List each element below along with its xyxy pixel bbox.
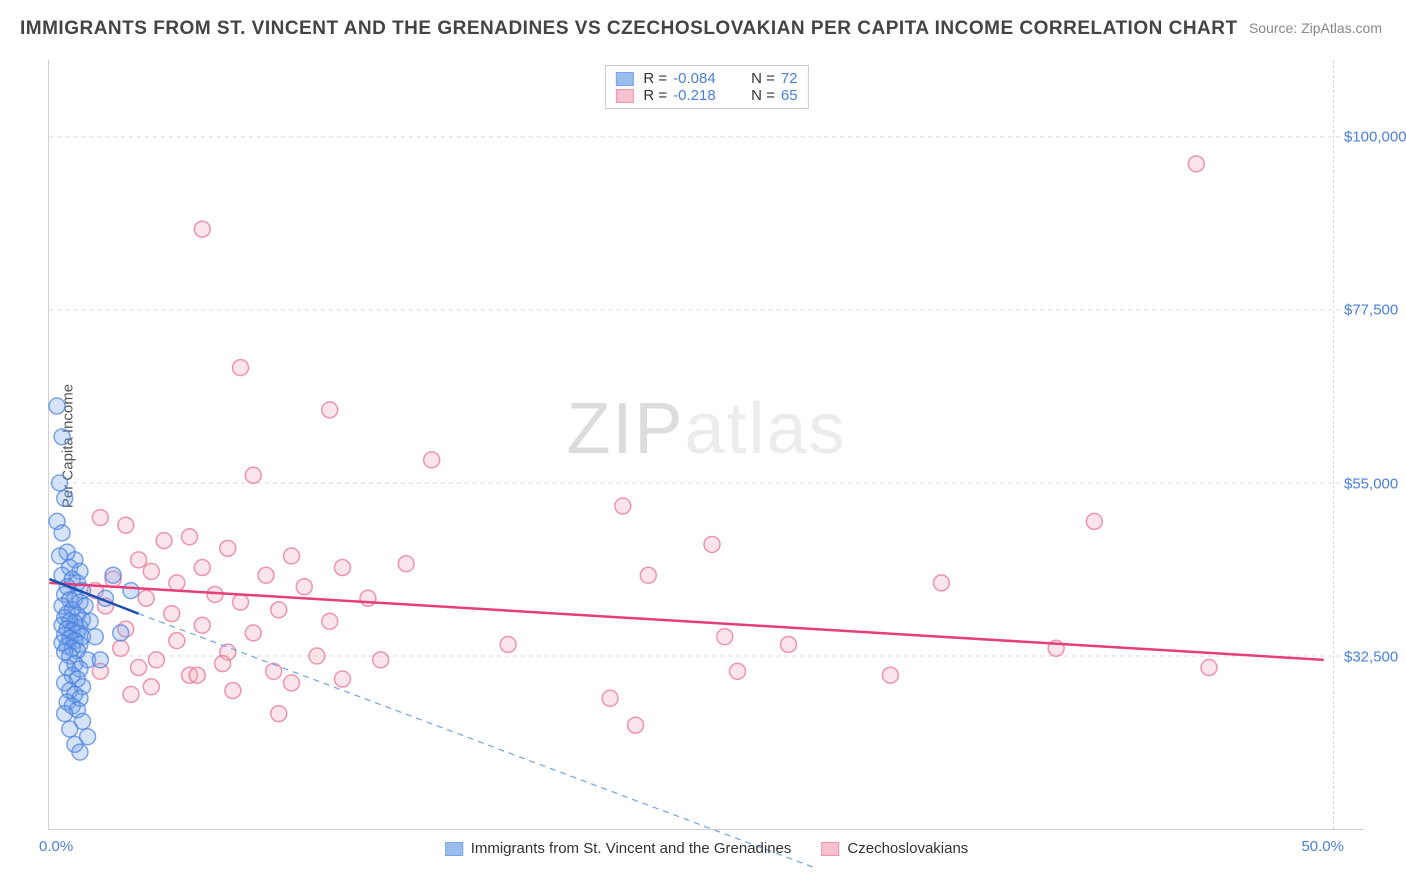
n-label: N = [751,70,775,87]
chart-title: IMMIGRANTS FROM ST. VINCENT AND THE GREN… [20,18,1238,40]
n-value-pink: 65 [781,87,798,104]
legend-item-pink: Czechoslovakians [821,840,968,857]
swatch-pink [821,842,839,856]
legend-label-pink: Czechoslovakians [847,840,968,857]
y-tick-label: $77,500 [1344,302,1406,319]
swatch-blue [615,72,633,86]
source-label: Source: ZipAtlas.com [1249,20,1382,36]
stats-row-blue: R = -0.084 N = 72 [615,70,797,87]
n-value-blue: 72 [781,70,798,87]
chart-area: ZIPatlas R = -0.084 N = 72 R = -0.218 N … [48,60,1364,830]
swatch-blue [445,842,463,856]
x-tick-max: 50.0% [1301,838,1344,855]
r-label: R = [643,70,667,87]
swatch-pink [615,89,633,103]
stats-legend: R = -0.084 N = 72 R = -0.218 N = 65 [604,65,808,109]
r-value-blue: -0.084 [673,70,735,87]
x-tick-min: 0.0% [39,838,73,855]
series-legend: Immigrants from St. Vincent and the Gren… [445,840,969,857]
r-value-pink: -0.218 [673,87,735,104]
stats-row-pink: R = -0.218 N = 65 [615,87,797,104]
n-label: N = [751,87,775,104]
y-tick-label: $100,000 [1344,129,1406,146]
legend-item-blue: Immigrants from St. Vincent and the Gren… [445,840,792,857]
legend-label-blue: Immigrants from St. Vincent and the Gren… [471,840,792,857]
y-tick-label: $55,000 [1344,475,1406,492]
r-label: R = [643,87,667,104]
scatter-plot [49,60,1364,829]
y-tick-label: $32,500 [1344,648,1406,665]
